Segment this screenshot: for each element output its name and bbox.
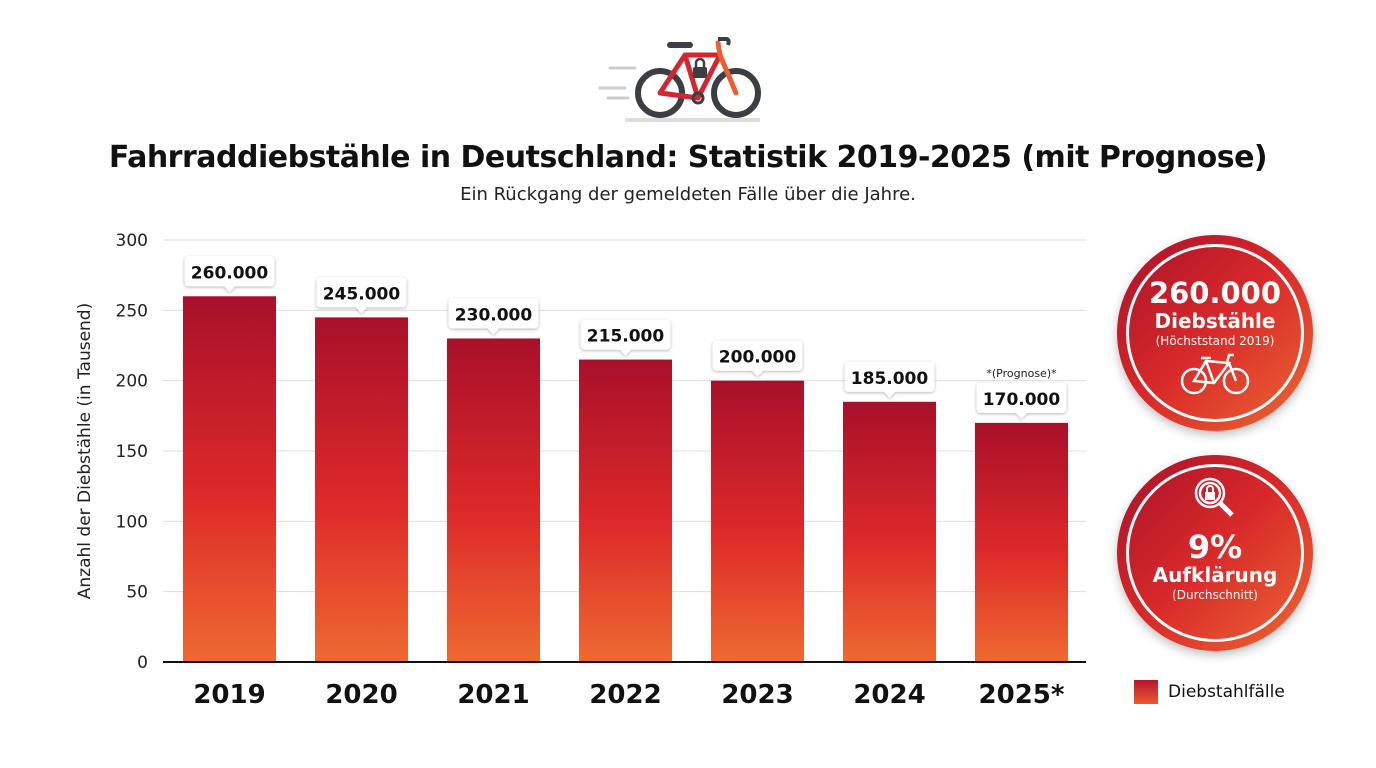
y-tick-label: 50 (126, 583, 148, 603)
bubble-box (448, 298, 539, 329)
x-tick-label: 2021 (457, 680, 529, 710)
bubble-box (184, 256, 275, 287)
bubble-pointer (619, 349, 632, 356)
legend-swatch (1134, 680, 1158, 704)
x-tick-label: 2022 (589, 680, 661, 710)
y-tick-label: 0 (137, 653, 148, 673)
bubble-box (316, 277, 407, 308)
bar (183, 296, 276, 662)
y-tick-label: 200 (116, 372, 148, 392)
x-tick-label: 2024 (853, 680, 925, 710)
stat-peak-circle: 260.000 Diebstähle (Höchststand 2019) (1117, 235, 1313, 431)
x-tick-label: 2019 (193, 680, 265, 710)
bubble-box (844, 361, 935, 392)
chart-title: Fahrraddiebstähle in Deutschland: Statis… (108, 140, 1268, 175)
annotation-label: *(Prognose)* (986, 367, 1057, 380)
data-label: 170.000 (983, 390, 1061, 410)
bubble-box (712, 340, 803, 371)
data-label-bubble (316, 277, 407, 314)
y-tick-label: 250 (116, 301, 148, 321)
data-label: 215.000 (587, 327, 665, 347)
legend-label: Diebstahlfälle (1168, 682, 1285, 702)
data-label: 185.000 (851, 369, 929, 389)
data-label-bubble (448, 298, 539, 335)
y-tick-label: 300 (116, 231, 148, 251)
bar (315, 317, 408, 662)
bubble-pointer (355, 306, 368, 314)
bar (447, 338, 540, 662)
data-label-bubble (184, 256, 275, 293)
bubble-pointer (223, 285, 236, 293)
x-tick-label: 2020 (325, 680, 397, 710)
chart-subtitle: Ein Rückgang der gemeldeten Fälle über d… (460, 184, 916, 205)
bubble-box (976, 382, 1067, 413)
y-axis-label: Anzahl der Diebstähle (in Tausend) (75, 303, 95, 599)
bubble-pointer (487, 327, 500, 335)
bar-chart: 0 50 100 150 200 250 300 Anzahl der Diebstähle … (75, 231, 1086, 710)
bar (975, 422, 1068, 662)
data-label-bubble (844, 361, 935, 398)
data-label-bubble (580, 319, 671, 356)
data-label: 230.000 (455, 305, 533, 325)
bubble-box (580, 319, 671, 350)
y-tick-label: 100 (116, 512, 148, 532)
bubble-pointer (1015, 412, 1028, 419)
data-label: 200.000 (719, 348, 797, 368)
legend: Diebstahlfälle (1134, 680, 1285, 704)
bar (711, 380, 804, 662)
x-tick-label: 2025* (979, 680, 1065, 710)
y-tick-label: 150 (116, 442, 148, 462)
bubble-pointer (883, 391, 896, 398)
data-label: 260.000 (191, 263, 269, 283)
stat-clearance-circle: 9% Aufklärung (Durchschnitt) (1117, 455, 1313, 651)
data-label-bubble (712, 340, 803, 377)
x-tick-label: 2023 (721, 680, 793, 710)
data-label: 245.000 (323, 284, 401, 304)
data-label-bubble (976, 382, 1067, 419)
bar (843, 401, 936, 662)
bicycle-with-lock-icon (598, 37, 761, 122)
bar (579, 359, 672, 662)
bubble-pointer (751, 370, 764, 377)
